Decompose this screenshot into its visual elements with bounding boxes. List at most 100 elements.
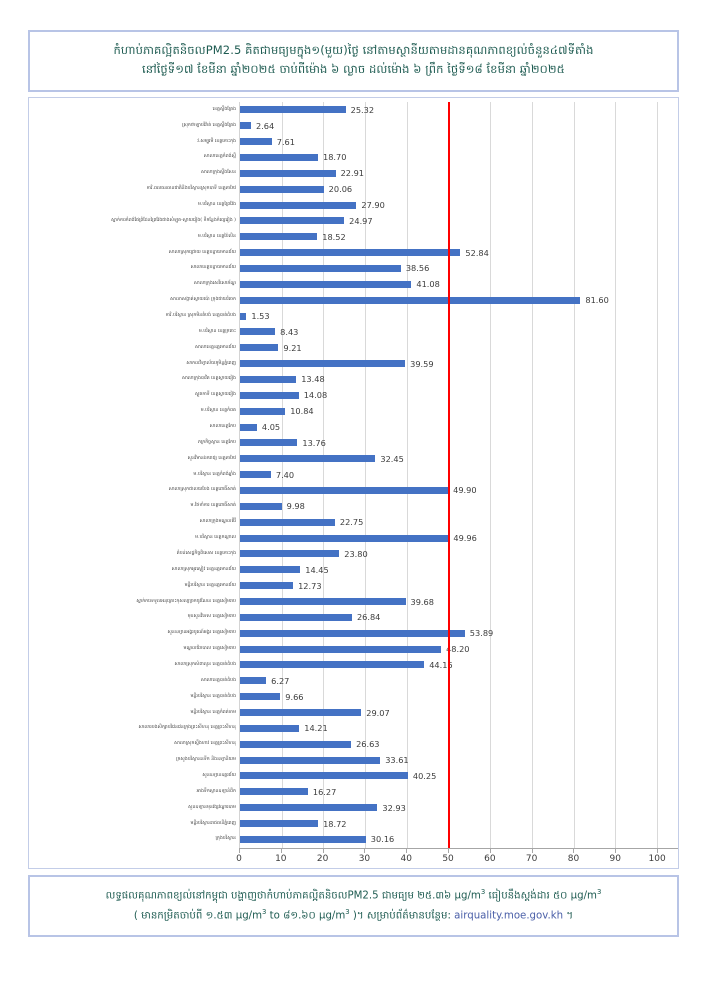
bar-row[interactable]: 7.40 (240, 467, 678, 483)
bar-row[interactable]: 9.21 (240, 340, 678, 356)
bar[interactable] (240, 693, 281, 701)
bar[interactable] (240, 328, 276, 336)
bar[interactable] (240, 375, 297, 383)
bar[interactable] (240, 613, 352, 621)
bar[interactable] (240, 740, 352, 748)
bar[interactable] (240, 153, 318, 161)
bar-row[interactable]: 14.21 (240, 720, 678, 736)
bar[interactable] (240, 709, 362, 717)
bar-row[interactable]: 9.98 (240, 498, 678, 514)
bar-row[interactable]: 39.68 (240, 594, 678, 610)
bar[interactable] (240, 756, 381, 764)
bar[interactable] (240, 550, 340, 558)
bar[interactable] (240, 439, 298, 447)
bar[interactable] (240, 138, 272, 146)
bar[interactable] (240, 486, 449, 494)
bar-row[interactable]: 23.80 (240, 546, 678, 562)
bar[interactable] (240, 280, 412, 288)
bar-row[interactable]: 12.73 (240, 578, 678, 594)
bar[interactable] (240, 645, 442, 653)
bar-row[interactable]: 44.16 (240, 657, 678, 673)
bar-row[interactable]: 9.66 (240, 689, 678, 705)
bar-row[interactable]: 39.59 (240, 356, 678, 372)
bar[interactable] (240, 391, 299, 399)
bar-row[interactable]: 1.53 (240, 308, 678, 324)
bar[interactable] (240, 471, 271, 479)
bar[interactable] (240, 820, 319, 828)
bar[interactable] (240, 502, 282, 510)
bar[interactable] (240, 804, 378, 812)
bar[interactable] (240, 344, 279, 352)
bar-row[interactable]: 49.90 (240, 483, 678, 499)
bar-row[interactable]: 48.20 (240, 641, 678, 657)
axis-tick-label: 0 (236, 853, 242, 864)
bar-row[interactable]: 20.06 (240, 181, 678, 197)
bar[interactable] (240, 629, 465, 637)
bar-value-label: 18.72 (323, 818, 347, 829)
bar[interactable] (240, 772, 408, 780)
bar-row[interactable]: 18.72 (240, 816, 678, 832)
bar[interactable] (240, 423, 257, 431)
bar-row[interactable]: 38.56 (240, 261, 678, 277)
bar[interactable] (240, 724, 300, 732)
bar-row[interactable]: 13.48 (240, 372, 678, 388)
bar[interactable] (240, 106, 346, 114)
bar-row[interactable]: 49.96 (240, 530, 678, 546)
bar[interactable] (240, 788, 308, 796)
bar-row[interactable]: 40.25 (240, 768, 678, 784)
bar[interactable] (240, 122, 251, 130)
airquality-link[interactable]: airquality.moe.gov.kh (454, 910, 564, 922)
bar-row[interactable]: 32.45 (240, 451, 678, 467)
bar-row[interactable]: 32.93 (240, 800, 678, 816)
bar[interactable] (240, 835, 366, 843)
bar[interactable] (240, 582, 294, 590)
bar-row[interactable]: 53.89 (240, 625, 678, 641)
bar[interactable] (240, 185, 324, 193)
bar-row[interactable]: 8.43 (240, 324, 678, 340)
bar[interactable] (240, 407, 286, 415)
bar-row[interactable]: 22.91 (240, 165, 678, 181)
bar[interactable] (240, 677, 267, 685)
bar-row[interactable]: 41.08 (240, 276, 678, 292)
bar-row[interactable]: 10.84 (240, 403, 678, 419)
bar[interactable] (240, 217, 345, 225)
bar-row[interactable]: 16.27 (240, 784, 678, 800)
bar-row[interactable]: 18.52 (240, 229, 678, 245)
bar-row[interactable]: 29.07 (240, 705, 678, 721)
bar-row[interactable]: 18.70 (240, 150, 678, 166)
bar-row[interactable]: 7.61 (240, 134, 678, 150)
bar[interactable] (240, 233, 318, 241)
bar-row[interactable]: 25.32 (240, 102, 678, 118)
bar-row[interactable]: 24.97 (240, 213, 678, 229)
bar[interactable] (240, 360, 406, 368)
bar-row[interactable]: 6.27 (240, 673, 678, 689)
bar[interactable] (240, 455, 376, 463)
bar[interactable] (240, 312, 247, 320)
bar-row[interactable]: 14.45 (240, 562, 678, 578)
bar[interactable] (240, 661, 425, 669)
bar-row[interactable]: 81.60 (240, 292, 678, 308)
bar-row[interactable]: 26.84 (240, 609, 678, 625)
bar-row[interactable]: 4.05 (240, 419, 678, 435)
bar-row[interactable]: 14.08 (240, 387, 678, 403)
bar[interactable] (240, 169, 336, 177)
bar-row[interactable]: 22.75 (240, 514, 678, 530)
bar[interactable] (240, 566, 301, 574)
bar-value-label: 14.21 (304, 723, 328, 734)
category-label-row: ម.បរិស្ថាន ខេត្តព្រៃវែង (29, 197, 239, 213)
bar-row[interactable]: 33.61 (240, 752, 678, 768)
bar[interactable] (240, 598, 406, 605)
bar-row[interactable]: 2.64 (240, 118, 678, 134)
bar-row[interactable]: 13.76 (240, 435, 678, 451)
bar-row[interactable]: 30.16 (240, 831, 678, 847)
bar-row[interactable]: 27.90 (240, 197, 678, 213)
bar[interactable] (240, 201, 357, 209)
bar[interactable] (240, 264, 401, 272)
bar[interactable] (240, 534, 449, 542)
bar[interactable] (240, 518, 335, 526)
bar[interactable] (240, 249, 461, 257)
bar[interactable] (240, 296, 581, 304)
bar-row[interactable]: 26.63 (240, 736, 678, 752)
bar-row[interactable]: 52.84 (240, 245, 678, 261)
bar-value-label: 41.08 (416, 279, 440, 290)
